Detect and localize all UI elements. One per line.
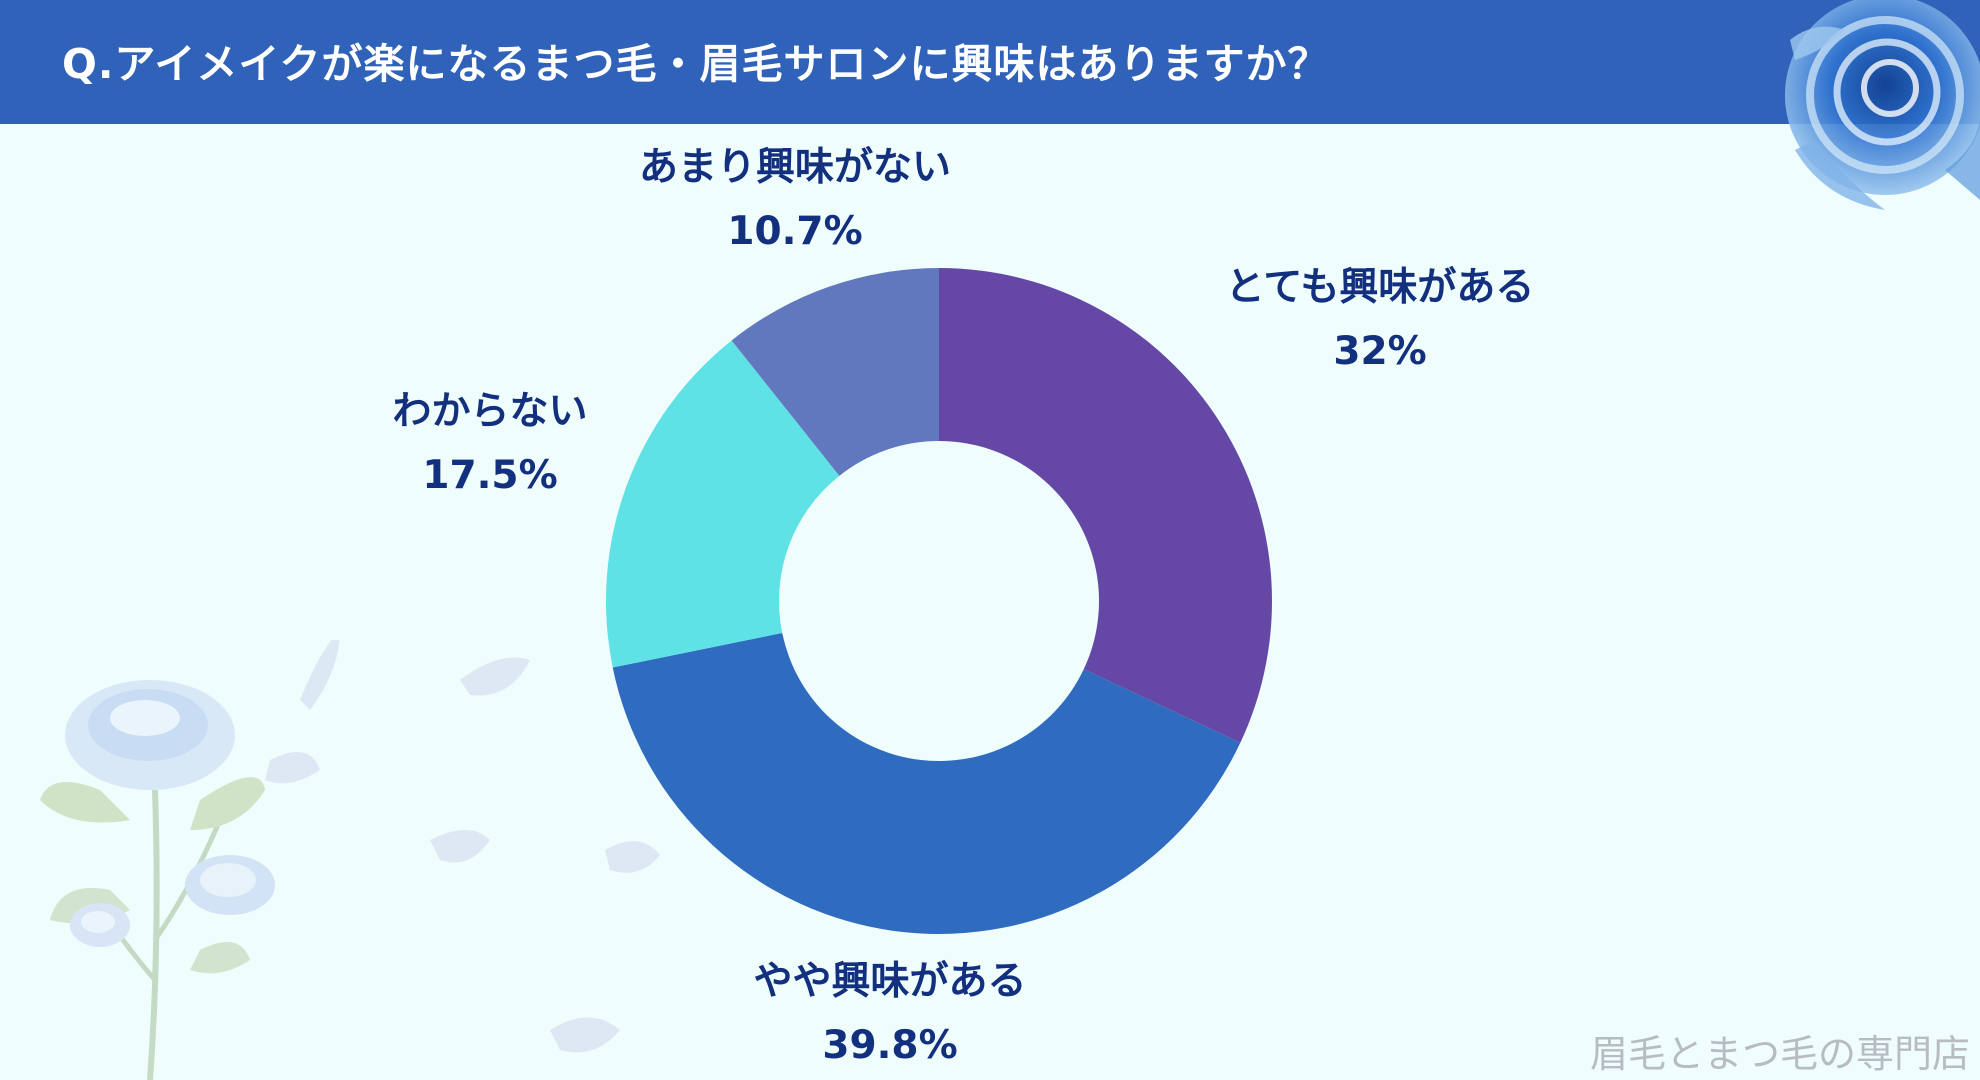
slice-category-label: あまり興味がない: [638, 145, 951, 190]
slice-value-label: 32%: [1333, 329, 1427, 374]
slice-category-label: とても興味がある: [1225, 265, 1535, 310]
slice-value-label: 10.7%: [727, 209, 863, 254]
slice-category-label: わからない: [392, 389, 588, 434]
donut-slice-1: [612, 632, 1241, 934]
slice-value-label: 17.5%: [422, 453, 558, 498]
donut-slice-3: [731, 268, 939, 476]
donut-slice-2: [606, 340, 840, 668]
page-title: Q.アイメイクが楽になるまつ毛・眉毛サロンに興味はありますか？: [62, 40, 1330, 88]
donut-slice-0: [939, 268, 1272, 743]
rose-decoration-icon: [1785, 0, 1980, 210]
slice-label-not-very-interested: あまり興味がない 10.7%: [600, 136, 990, 264]
footer-brand: 眉毛とまつ毛の専門店: [1589, 1032, 1970, 1076]
header-bar: Q.アイメイクが楽になるまつ毛・眉毛サロンに興味はありますか？: [0, 0, 1980, 124]
slice-category-label: やや興味がある: [753, 959, 1027, 1004]
slice-label-somewhat-interested: やや興味がある 39.8%: [710, 950, 1070, 1078]
slice-value-label: 39.8%: [822, 1023, 958, 1068]
slice-label-very-interested: とても興味がある 32%: [1200, 256, 1560, 384]
slice-label-dont-know: わからない 17.5%: [340, 380, 640, 508]
flower-decoration-icon: [40, 640, 660, 1080]
